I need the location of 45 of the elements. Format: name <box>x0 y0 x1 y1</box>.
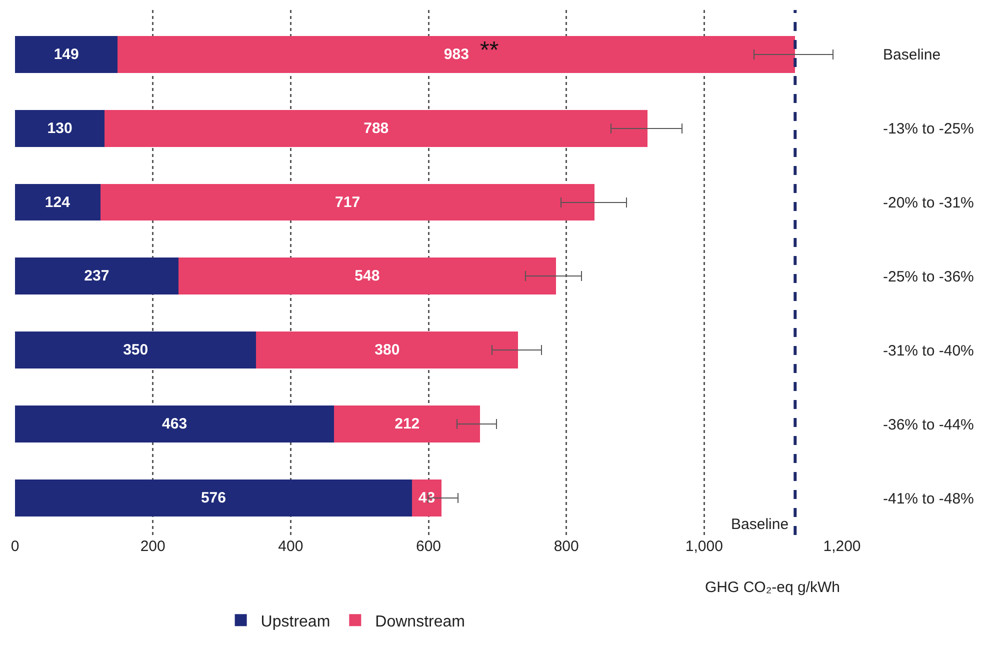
bar <box>15 258 178 295</box>
x-axis-title: GHG CO₂-eq g/kWh <box>705 579 840 596</box>
x-tick-label: 1,000 <box>685 538 723 555</box>
bar <box>15 184 100 221</box>
data-label: 463 <box>162 416 188 433</box>
bar <box>100 184 595 221</box>
data-label: 548 <box>354 268 380 285</box>
data-label: 717 <box>335 194 360 211</box>
data-label: 380 <box>374 342 400 359</box>
y-tick-label: -41% to -48% <box>883 490 974 508</box>
bar <box>15 110 105 147</box>
data-label: 237 <box>84 268 110 285</box>
x-tick-label: 1,200 <box>823 538 861 555</box>
data-label: 212 <box>394 416 420 433</box>
bar <box>118 36 796 73</box>
data-label: 350 <box>123 342 148 359</box>
data-label: 788 <box>364 120 389 137</box>
data-label: 576 <box>200 490 226 507</box>
bar <box>104 110 648 147</box>
y-tick-label: -20% to -31% <box>883 194 974 212</box>
x-tick-label: 200 <box>140 538 166 555</box>
bar <box>15 332 256 369</box>
bar <box>15 480 412 517</box>
x-tick-label: 0 <box>10 538 20 555</box>
annotation: ** <box>480 37 499 64</box>
bar <box>334 406 480 443</box>
y-tick-label: -31% to -40% <box>883 342 974 360</box>
bar <box>15 36 118 73</box>
data-label: 983 <box>444 46 469 63</box>
y-tick-label: -25% to -36% <box>883 268 974 286</box>
y-tick-label: -36% to -44% <box>883 416 974 434</box>
x-tick-label: 600 <box>416 538 442 555</box>
bar <box>178 258 556 295</box>
data-label: 149 <box>54 46 79 63</box>
data-label: 124 <box>44 194 71 211</box>
bar <box>256 332 518 369</box>
legend-label: Upstream <box>260 613 330 630</box>
x-tick-label: 400 <box>278 538 304 555</box>
ref-line-label: Baseline <box>731 516 789 533</box>
bar <box>15 406 334 443</box>
legend-label: Downstream <box>375 613 465 630</box>
y-tick-label: -13% to -25% <box>883 120 974 138</box>
x-tick-label: 800 <box>554 538 579 555</box>
y-tick-label: Baseline <box>883 46 941 64</box>
data-label: 130 <box>47 120 72 137</box>
